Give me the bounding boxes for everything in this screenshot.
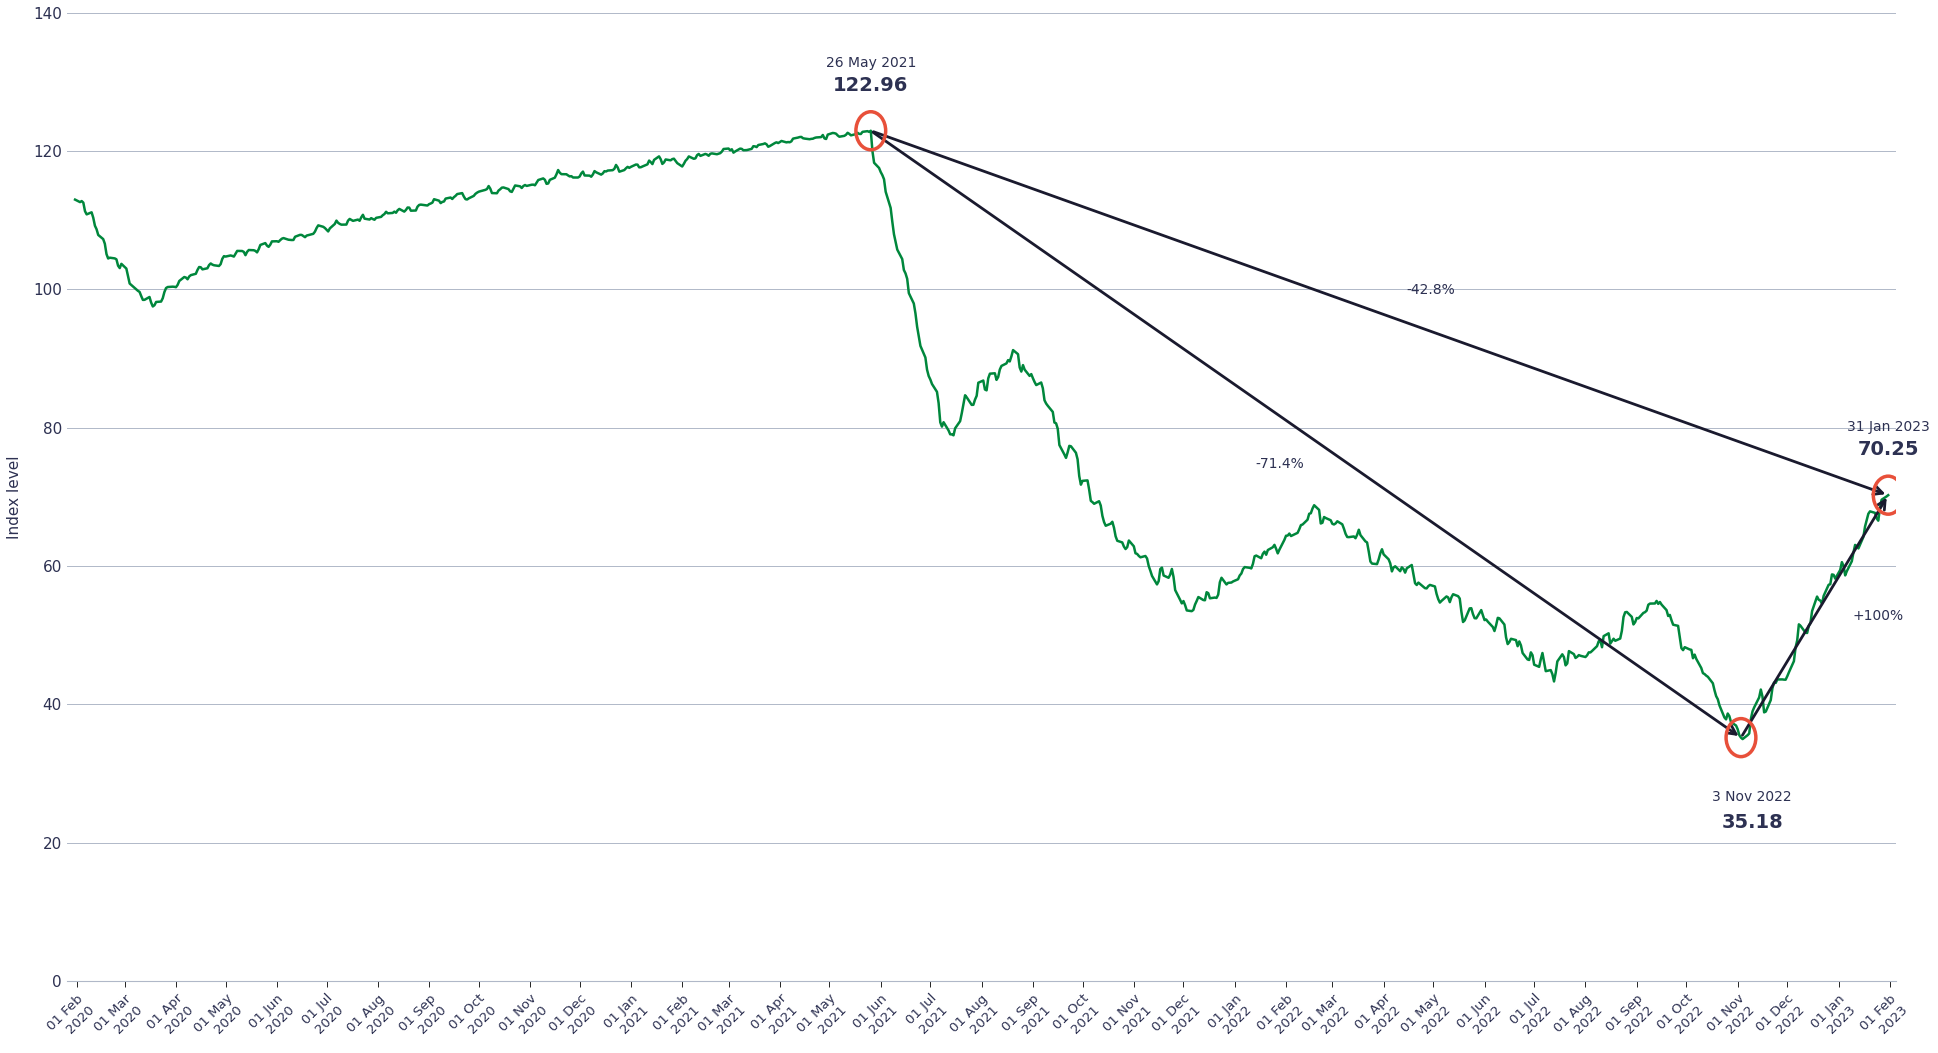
Text: 26 May 2021: 26 May 2021: [826, 56, 917, 69]
Text: 3 Nov 2022: 3 Nov 2022: [1713, 791, 1793, 804]
Text: +100%: +100%: [1853, 610, 1903, 623]
Text: -71.4%: -71.4%: [1256, 457, 1304, 472]
Text: 122.96: 122.96: [833, 76, 909, 95]
Text: -42.8%: -42.8%: [1405, 282, 1455, 297]
Text: 31 Jan 2023: 31 Jan 2023: [1847, 420, 1930, 434]
Text: 35.18: 35.18: [1721, 813, 1783, 832]
Text: 70.25: 70.25: [1857, 440, 1919, 459]
Y-axis label: Index level: Index level: [8, 455, 21, 539]
